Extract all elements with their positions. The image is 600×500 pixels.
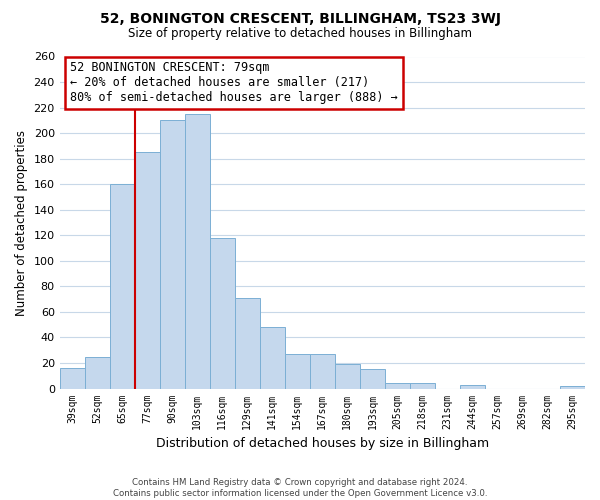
Text: 52, BONINGTON CRESCENT, BILLINGHAM, TS23 3WJ: 52, BONINGTON CRESCENT, BILLINGHAM, TS23…: [100, 12, 500, 26]
Bar: [85, 356, 110, 388]
X-axis label: Distribution of detached houses by size in Billingham: Distribution of detached houses by size …: [156, 437, 489, 450]
Bar: [285, 354, 310, 388]
Bar: [59, 368, 85, 388]
Bar: [210, 238, 235, 388]
Y-axis label: Number of detached properties: Number of detached properties: [15, 130, 28, 316]
Bar: [110, 184, 135, 388]
Bar: [260, 328, 285, 388]
Bar: [410, 384, 435, 388]
Bar: [235, 298, 260, 388]
Bar: [460, 384, 485, 388]
Bar: [135, 152, 160, 388]
Bar: [360, 370, 385, 388]
Text: Contains HM Land Registry data © Crown copyright and database right 2024.
Contai: Contains HM Land Registry data © Crown c…: [113, 478, 487, 498]
Bar: [160, 120, 185, 388]
Text: 52 BONINGTON CRESCENT: 79sqm
← 20% of detached houses are smaller (217)
80% of s: 52 BONINGTON CRESCENT: 79sqm ← 20% of de…: [70, 62, 398, 104]
Bar: [310, 354, 335, 388]
Bar: [335, 364, 360, 388]
Bar: [560, 386, 585, 388]
Bar: [385, 384, 410, 388]
Text: Size of property relative to detached houses in Billingham: Size of property relative to detached ho…: [128, 28, 472, 40]
Bar: [185, 114, 210, 388]
